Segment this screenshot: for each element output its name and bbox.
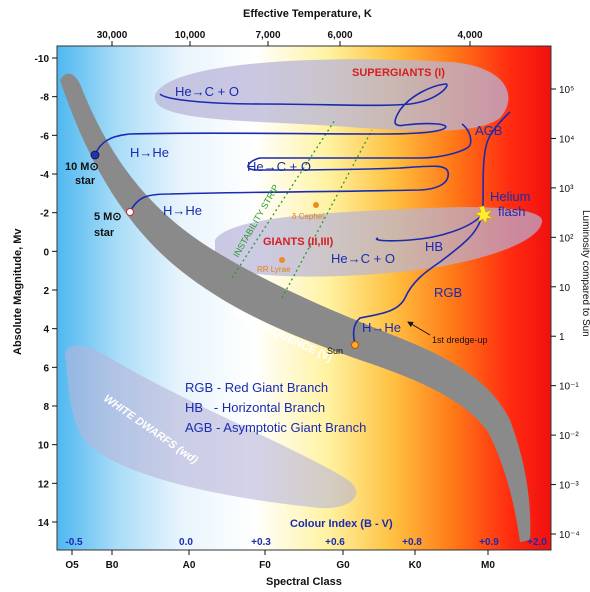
legend-item-hb: HB - Horizontal Branch xyxy=(185,400,325,415)
left-tick-label: 0 xyxy=(43,247,49,258)
instability-strip-right xyxy=(281,129,373,299)
sun-marker xyxy=(351,341,359,349)
right-tick-label: 10⁻¹ xyxy=(559,382,579,393)
instability-strip-left xyxy=(231,119,336,279)
track-hb xyxy=(375,214,483,242)
h-he-sun-label: H→He xyxy=(362,320,401,335)
colour-index-tick-label: +0.8 xyxy=(402,537,422,548)
right-tick-label: 10² xyxy=(559,233,574,244)
bottom-axis-ticks: O5 B0 A0 F0 G0 K0 M0 xyxy=(65,550,495,571)
cepheid-marker xyxy=(313,202,319,208)
track-sun xyxy=(352,111,511,346)
bottom-tick-label: K0 xyxy=(409,560,422,571)
track-5-msun xyxy=(129,123,472,213)
top-tick-label: 7,000 xyxy=(255,30,280,41)
helium-flash-label-2: flash xyxy=(498,204,525,219)
colour-index-tick-label: 0.0 xyxy=(179,537,193,548)
right-tick-label: 10 xyxy=(559,283,571,294)
ten-mass-label-2: star xyxy=(75,175,96,187)
legend-item-agb: AGB - Asymptotic Giant Branch xyxy=(185,420,366,435)
colour-index-tick-label: +0.9 xyxy=(479,537,499,548)
bottom-tick-label: A0 xyxy=(183,560,196,571)
legend-item-rgb: RGB - Red Giant Branch xyxy=(185,380,328,395)
left-tick-label: 8 xyxy=(43,402,49,413)
helium-flash-label-1: Helium xyxy=(490,189,530,204)
helium-flash-icon xyxy=(474,205,495,225)
colour-index-ticks: -0.5 0.0 +0.3 +0.6 +0.8 +0.9 +2.0 xyxy=(65,537,547,548)
right-tick-label: 10⁻⁴ xyxy=(559,530,580,541)
left-tick-label: 6 xyxy=(43,363,49,374)
rr-lyrae-marker xyxy=(279,257,285,263)
bottom-axis-title: Spectral Class xyxy=(266,576,342,588)
left-tick-label: 10 xyxy=(38,441,50,452)
cepheid-label: δ Cephei xyxy=(292,212,324,221)
left-tick-label: 2 xyxy=(43,286,49,297)
main-sequence-band xyxy=(60,73,531,542)
white-dwarfs-region xyxy=(64,345,357,509)
bottom-tick-label: B0 xyxy=(106,560,119,571)
right-tick-label: 1 xyxy=(559,332,565,343)
left-tick-label: -8 xyxy=(40,93,49,104)
bottom-tick-label: M0 xyxy=(481,560,495,571)
five-mass-label-2: star xyxy=(94,227,115,239)
supergiants-region xyxy=(154,59,509,131)
colour-index-tick-label: -0.5 xyxy=(65,537,83,548)
h-he-5-label: H→He xyxy=(163,203,202,218)
rr-lyrae-label: RR Lyrae xyxy=(257,265,291,274)
hb-label: HB xyxy=(425,239,443,254)
agb-label: AGB xyxy=(475,123,502,138)
left-tick-label: -6 xyxy=(40,131,49,142)
right-tick-label: 10⁴ xyxy=(559,134,574,145)
colour-index-tick-label: +0.6 xyxy=(325,537,345,548)
bottom-tick-label: G0 xyxy=(336,560,350,571)
left-tick-label: -10 xyxy=(35,54,50,65)
colour-index-tick-label: +2.0 xyxy=(527,537,547,548)
right-tick-label: 10⁻² xyxy=(559,431,579,442)
left-axis-ticks: -10 -8 -6 -4 -2 0 2 4 6 8 10 12 14 xyxy=(35,54,57,529)
right-tick-label: 10³ xyxy=(559,184,574,195)
top-axis-title: Effective Temperature, K xyxy=(243,8,372,20)
legend: RGB - Red Giant Branch HB - Horizontal B… xyxy=(185,380,366,435)
dredge-up-label: 1st dredge-up xyxy=(432,335,488,345)
right-tick-label: 10⁻³ xyxy=(559,481,579,492)
bottom-tick-label: F0 xyxy=(259,560,271,571)
rgb-label: RGB xyxy=(434,285,462,300)
star-5-msun-marker xyxy=(126,208,134,216)
five-mass-label-1: 5 M⊙ xyxy=(94,211,122,223)
dredge-up-arrow xyxy=(407,321,431,336)
sun-label: Sun xyxy=(327,346,343,356)
bottom-tick-label: O5 xyxy=(65,560,79,571)
giants-label: GIANTS (II,III) xyxy=(263,236,334,248)
h-he-10-label: H→He xyxy=(130,145,169,160)
top-tick-label: 4,000 xyxy=(457,30,482,41)
top-tick-label: 10,000 xyxy=(175,30,206,41)
top-tick-label: 30,000 xyxy=(97,30,128,41)
track-10-msun xyxy=(94,83,448,156)
left-tick-label: 12 xyxy=(38,479,50,490)
he-c-o-top-label: He→C + O xyxy=(175,84,239,99)
right-axis-title: Luminosity compared to Sun xyxy=(580,210,590,337)
right-tick-label: 10⁵ xyxy=(559,85,574,96)
left-tick-label: 14 xyxy=(38,518,50,529)
top-tick-label: 6,000 xyxy=(327,30,352,41)
top-axis-ticks: 30,000 10,000 7,000 6,000 4,000 xyxy=(97,30,483,46)
he-c-o-giant-label: He→C + O xyxy=(331,251,395,266)
left-tick-label: -2 xyxy=(40,209,49,220)
right-axis-ticks: 10⁵ 10⁴ 10³ 10² 10 1 10⁻¹ 10⁻² 10⁻³ 10⁻⁴ xyxy=(551,85,580,541)
evolution-tracks xyxy=(94,83,511,346)
colour-index-title: Colour Index (B - V) xyxy=(290,518,393,530)
colour-index-tick-label: +0.3 xyxy=(251,537,271,548)
ten-mass-label-1: 10 M⊙ xyxy=(65,161,99,173)
giants-region xyxy=(215,207,543,277)
star-10-msun-marker xyxy=(90,150,100,160)
supergiants-label: SUPERGIANTS (I) xyxy=(352,67,445,79)
he-c-o-mid-label: He→C + O xyxy=(247,159,311,174)
left-tick-label: 4 xyxy=(43,325,49,336)
left-axis-title: Absolute Magnitude, Mv xyxy=(12,228,24,355)
left-tick-label: -4 xyxy=(40,170,49,181)
